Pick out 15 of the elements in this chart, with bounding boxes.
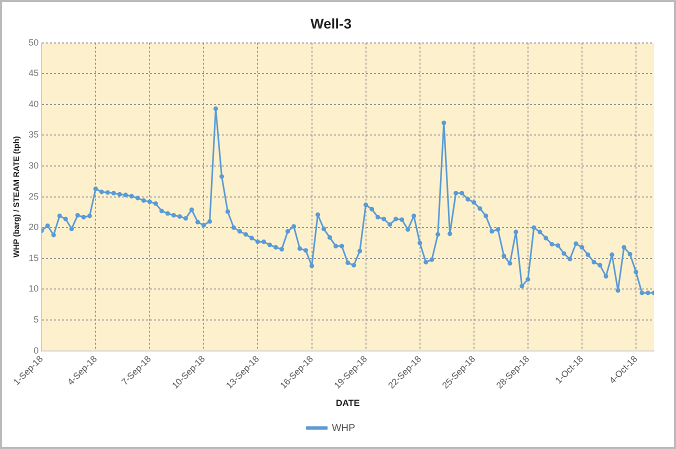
y-tick-label: 30 [28,160,39,170]
y-tick-label: 45 [28,68,39,78]
y-tick-label: 40 [28,98,39,109]
y-tick-label: 20 [28,222,39,232]
y-tick-label: 5 [34,314,39,325]
y-tick-label: 15 [28,252,39,263]
legend-label: WHP [332,422,356,434]
x-axis-title: DATE [336,398,360,408]
y-tick-label: 35 [28,130,39,140]
y-tick-label: 0 [34,345,39,356]
chart-title: Well-3 [310,15,352,32]
y-tick-label: 50 [28,37,39,48]
y-tick-label: 25 [28,191,39,202]
y-tick-label: 10 [28,284,39,294]
y-axis-title: WHP (barg) / STEAM RATE (tph) [12,136,22,258]
